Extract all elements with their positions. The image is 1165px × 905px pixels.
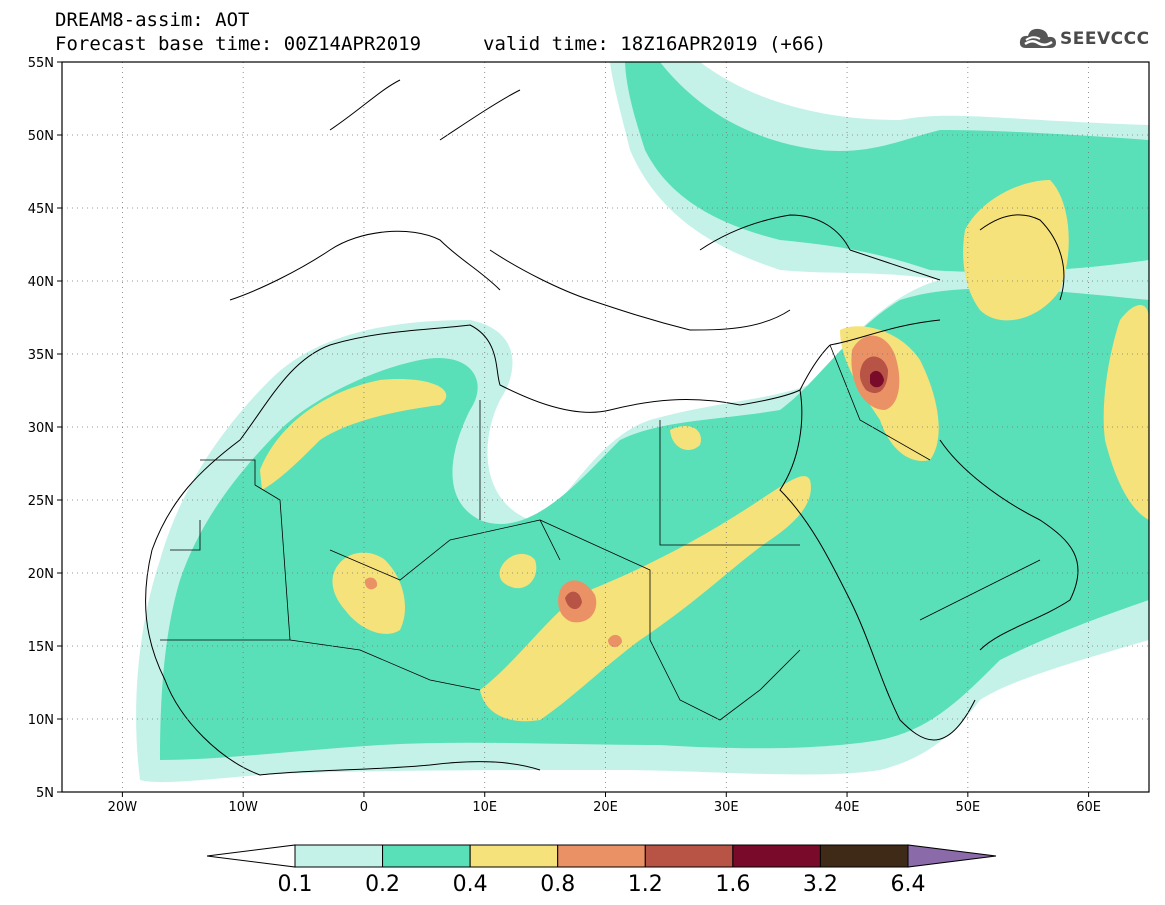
- aot-band-1.6: [870, 370, 884, 388]
- colorbar-box: [819, 844, 909, 868]
- lat-tick-label: 45N: [28, 202, 54, 217]
- lon-tick-label: 50E: [955, 800, 980, 815]
- longitude-axis: 20W 10W 0 10E 20E 30E 40E 50E 60E: [108, 792, 1101, 815]
- lon-tick-label: 20W: [108, 800, 138, 815]
- colorbar-label: 1.6: [715, 872, 750, 897]
- colorbar-label: 6.4: [891, 872, 926, 897]
- gridlines: [62, 62, 1149, 792]
- lat-tick-label: 50N: [28, 129, 54, 144]
- forecast-base-time: Forecast base time: 00Z14APR2019: [55, 33, 422, 55]
- coastlines: [145, 79, 1079, 776]
- valid-time: valid time: 18Z16APR2019 (+66): [483, 33, 827, 55]
- lon-tick-label: 10E: [472, 800, 497, 815]
- map-title: DREAM8-assim: AOT: [55, 9, 250, 31]
- aot-contour-fill: [136, 62, 1149, 783]
- colorbar-high-triangle: [907, 844, 997, 868]
- colorbar-box: [382, 844, 471, 868]
- cloud-logo-icon: [1019, 28, 1056, 48]
- colorbar-low-triangle: [206, 844, 296, 868]
- seevccc-logo: SEEVCCC: [1018, 24, 1158, 56]
- lon-tick-label: 20E: [593, 800, 618, 815]
- colorbar-label: 0.4: [453, 872, 488, 897]
- lat-tick-label: 15N: [28, 640, 54, 655]
- lat-tick-label: 20N: [28, 567, 54, 582]
- borders: [160, 344, 1041, 721]
- lat-tick-label: 5N: [36, 786, 54, 801]
- lat-tick-label: 10N: [28, 713, 54, 728]
- lon-tick-label: 40E: [835, 800, 860, 815]
- lon-tick-label: 0: [360, 800, 368, 815]
- lat-tick-label: 35N: [28, 348, 54, 363]
- lat-tick-label: 25N: [28, 494, 54, 509]
- colorbar-label: 1.2: [628, 872, 663, 897]
- colorbar-box: [644, 844, 734, 868]
- lat-tick-label: 55N: [28, 56, 54, 71]
- colorbar-label: 0.8: [540, 872, 575, 897]
- colorbar-label: 3.2: [803, 872, 838, 897]
- colorbar-label: 0.2: [365, 872, 400, 897]
- colorbar-box: [469, 844, 559, 868]
- lon-tick-label: 10W: [228, 800, 258, 815]
- colorbar-box: [294, 844, 384, 868]
- aot-colorbar: 0.1 0.2 0.4 0.8 1.2 1.6 3.2 6.4: [206, 844, 997, 897]
- colorbar-label: 0.1: [278, 872, 313, 897]
- lat-tick-label: 30N: [28, 421, 54, 436]
- colorbar-box: [732, 844, 821, 868]
- logo-text: SEEVCCC: [1060, 29, 1150, 49]
- lon-tick-label: 60E: [1076, 800, 1101, 815]
- lon-tick-label: 30E: [714, 800, 739, 815]
- colorbar-box: [557, 844, 646, 868]
- aot-band-0.4: [260, 180, 1149, 722]
- lat-tick-label: 40N: [28, 275, 54, 290]
- latitude-axis: 55N 50N 45N 40N 35N 30N 25N 20N 15N 10N 5N: [28, 56, 62, 801]
